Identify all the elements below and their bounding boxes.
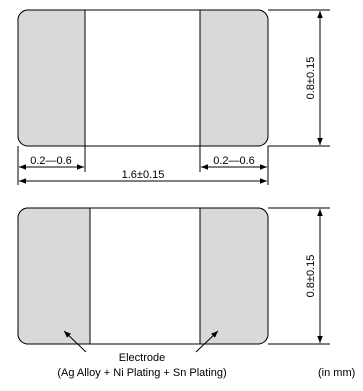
dim-bottom-height-label: 0.8±0.15 xyxy=(305,255,317,298)
units-note: (in mm) xyxy=(318,367,355,379)
bottom-view: 0.8±0.15 Electrode (Ag Alloy + Ni Platin… xyxy=(18,208,330,379)
dim-total-length-label: 1.6±0.15 xyxy=(122,169,165,181)
dim-top-height-label: 0.8±0.15 xyxy=(305,57,317,100)
top-view: 0.2—0.6 0.2—0.6 1.6±0.15 0.8±0.15 xyxy=(18,10,330,185)
top-left-electrode xyxy=(18,10,85,146)
bottom-right-electrode xyxy=(200,208,268,344)
top-right-electrode xyxy=(200,10,268,146)
dim-right-electrode-label: 0.2—0.6 xyxy=(213,155,255,167)
callout-electrode-label: Electrode xyxy=(119,352,165,364)
callout-electrode-material: (Ag Alloy + Ni Plating + Sn Plating) xyxy=(57,367,226,379)
bottom-left-electrode xyxy=(18,208,90,344)
dim-left-electrode-label: 0.2—0.6 xyxy=(30,155,72,167)
